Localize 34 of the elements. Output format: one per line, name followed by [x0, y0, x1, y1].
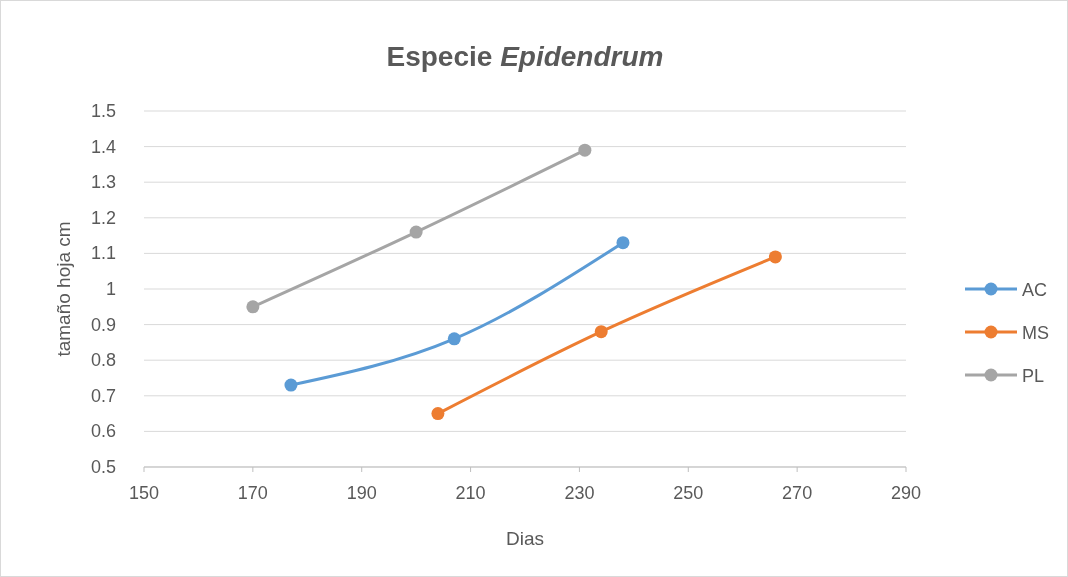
- point: [284, 378, 298, 392]
- x-tick-label: 270: [782, 483, 813, 503]
- x-tick-label: 190: [346, 483, 377, 503]
- y-tick-label: 0.7: [90, 385, 116, 406]
- chart-title: Especie Epidendrum: [386, 41, 664, 72]
- y-tick-label: 1.2: [90, 207, 116, 228]
- x-tick-label: 290: [890, 483, 922, 503]
- x-tick-label: 250: [673, 483, 704, 503]
- point: [616, 236, 630, 250]
- legend-label: MS: [1022, 323, 1049, 343]
- legend-label: AC: [1022, 280, 1048, 300]
- x-tick-label: 150: [128, 483, 160, 503]
- y-tick-label: 0.9: [90, 314, 116, 335]
- y-tick-label: 1.4: [90, 136, 116, 157]
- y-tick-label: 1.1: [90, 243, 116, 264]
- legend-label: PL: [1022, 366, 1045, 386]
- y-axis-title: tamaño hoja cm: [53, 221, 74, 357]
- point: [768, 250, 782, 264]
- x-axis-title: Dias: [505, 528, 545, 549]
- point: [431, 407, 445, 421]
- x-tick-label: 230: [564, 483, 595, 503]
- x-tick-label: 210: [455, 483, 486, 503]
- y-tick-label: 0.8: [90, 350, 116, 371]
- y-tick-label: 0.6: [90, 421, 116, 442]
- y-tick-label: 1.5: [90, 101, 116, 121]
- point: [594, 325, 608, 339]
- y-tick-label: 1.3: [90, 172, 116, 193]
- point: [246, 300, 260, 314]
- x-tick-label: 170: [237, 483, 268, 503]
- point: [447, 332, 461, 346]
- y-tick-label: 1: [105, 279, 116, 299]
- point: [578, 143, 592, 157]
- point: [409, 225, 423, 239]
- y-tick-label: 0.5: [90, 457, 116, 477]
